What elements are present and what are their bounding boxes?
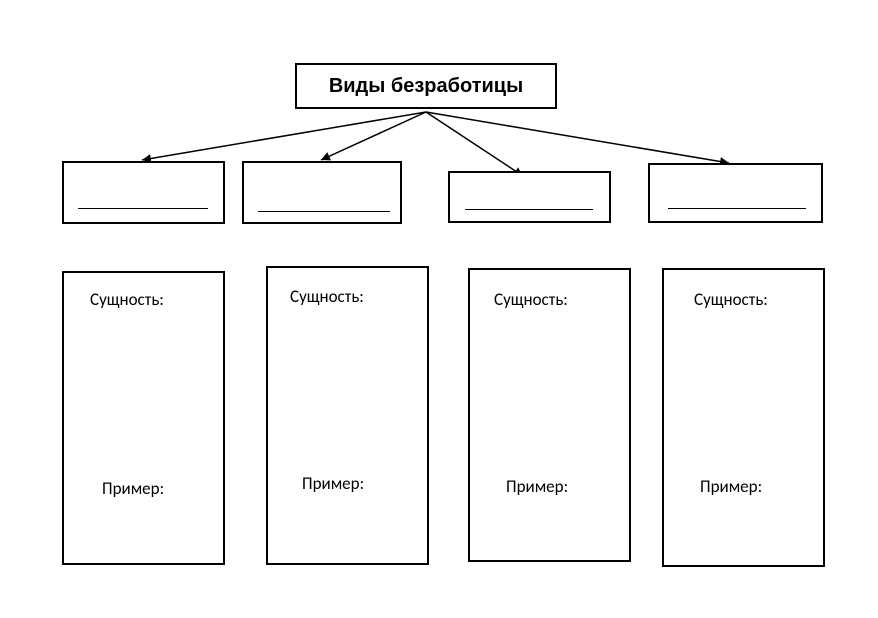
example-label: Пример: [506, 476, 568, 497]
essence-label: Сущность: [90, 289, 164, 310]
category-underline [78, 208, 208, 209]
example-label: Пример: [700, 476, 762, 497]
title-box: Виды безработицы [295, 63, 557, 109]
detail-box [62, 271, 225, 565]
example-label: Пример: [302, 473, 364, 494]
title-text: Виды безработицы [329, 75, 523, 98]
essence-label: Сущность: [494, 289, 568, 310]
category-box [648, 163, 823, 223]
category-box [448, 171, 611, 223]
essence-label: Сущность: [694, 289, 768, 310]
category-underline [465, 209, 593, 210]
category-box [62, 161, 225, 224]
essence-label: Сущность: [290, 286, 364, 307]
detail-box [662, 268, 825, 567]
detail-box [468, 268, 631, 562]
example-label: Пример: [102, 478, 164, 499]
detail-box [266, 266, 429, 565]
category-box [242, 161, 402, 224]
diagram-canvas: Виды безработицы Сущность: Сущность: Сущ… [0, 0, 878, 618]
category-underline [258, 211, 390, 212]
category-underline [668, 208, 806, 209]
